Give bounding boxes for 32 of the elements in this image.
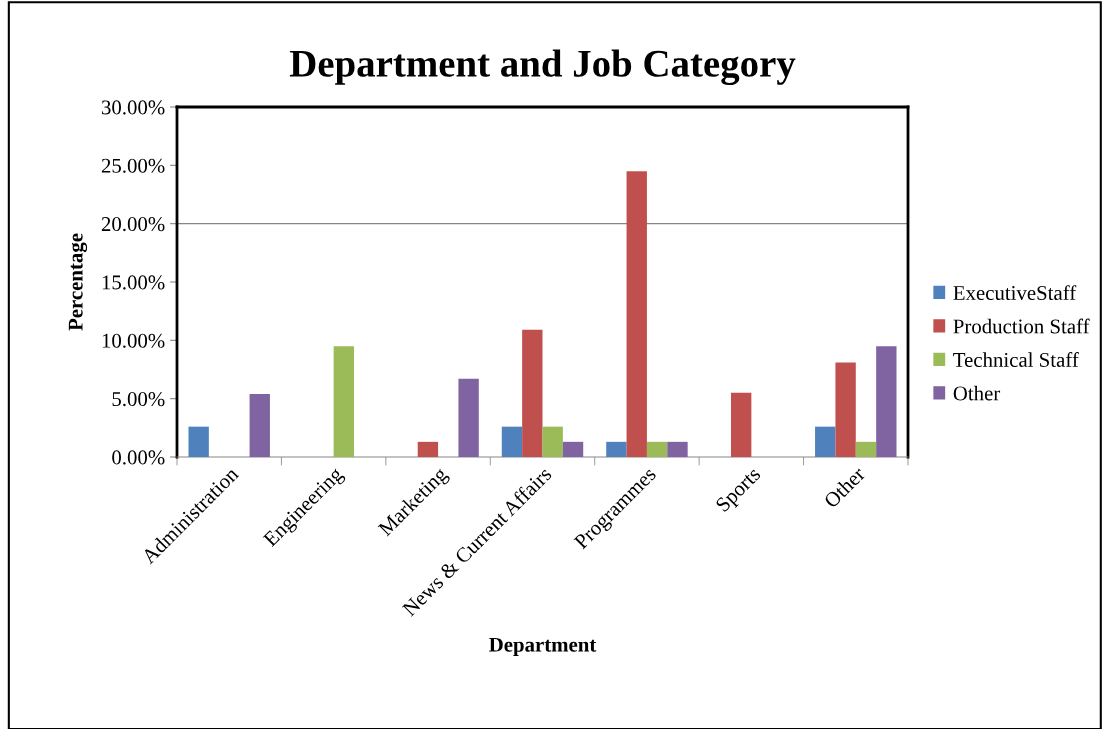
bar: [522, 329, 543, 457]
bar: [730, 392, 752, 457]
bar: [188, 426, 209, 457]
bar: [417, 441, 439, 457]
y-tick-label: 25.00%: [101, 158, 165, 173]
bar: [501, 426, 523, 457]
legend-label: Other: [953, 385, 1001, 401]
y-tick-label: 20.00%: [101, 217, 165, 232]
bar: [626, 171, 647, 457]
y-tick-label: 30.00%: [101, 100, 165, 115]
bar: [333, 346, 355, 457]
bar: [835, 362, 856, 457]
y-tick-label: 15.00%: [102, 275, 165, 290]
bar: [646, 441, 668, 457]
bar: [542, 426, 563, 457]
bar: [815, 426, 836, 457]
bar: [606, 441, 627, 457]
x-axis-title: Department: [489, 637, 597, 656]
bar: [855, 441, 877, 457]
chart-title: Department and Job Category: [289, 49, 796, 86]
bar: [667, 441, 688, 457]
bar: [562, 441, 584, 457]
legend-label: Production Staff: [953, 318, 1090, 334]
legend-label: Technical Staff: [953, 352, 1079, 367]
bar: [876, 346, 897, 457]
bar: [249, 394, 270, 457]
y-axis-title: Percentage: [68, 233, 88, 331]
y-tick-label: 0.00%: [112, 450, 165, 465]
y-tick-label: 5.00%: [112, 392, 165, 407]
y-tick-label: 10.00%: [102, 333, 165, 348]
bar: [458, 378, 479, 457]
legend-label: ExecutiveStaff: [953, 285, 1077, 300]
